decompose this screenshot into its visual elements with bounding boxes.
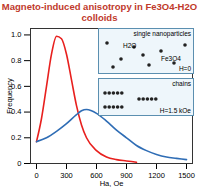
svg-text:1.0: 1.0 xyxy=(11,30,21,39)
svg-text:Ha, Oe: Ha, Oe xyxy=(100,179,124,188)
html-text:Magneto-induced anisotropy in: Magneto-induced anisotropy in Fe3O4-H2O … xyxy=(1,1,198,23)
html-text:H=0: H=0 xyxy=(178,65,191,72)
svg-text:1500: 1500 xyxy=(178,171,195,180)
svg-text:300: 300 xyxy=(60,171,73,180)
svg-text:1200: 1200 xyxy=(148,171,165,180)
html-text:chains: chains xyxy=(172,80,191,87)
svg-text:0: 0 xyxy=(34,171,38,180)
html-text:H=1.5 kOe: H=1.5 kOe xyxy=(159,107,191,114)
html-text:single nanoparticles: single nanoparticles xyxy=(133,30,191,37)
html-text:H2O: H2O xyxy=(123,42,137,49)
svg-text:0: 0 xyxy=(17,159,21,168)
svg-text:0.2: 0.2 xyxy=(11,133,21,142)
svg-text:0.4: 0.4 xyxy=(11,107,22,117)
svg-text:0.6: 0.6 xyxy=(11,81,22,91)
svg-text:0.8: 0.8 xyxy=(11,56,21,65)
svg-text:Frequency: Frequency xyxy=(5,78,14,114)
html-text:Fe3O4: Fe3O4 xyxy=(161,55,181,62)
svg-text:600: 600 xyxy=(90,170,103,180)
svg-text:900: 900 xyxy=(120,170,133,180)
